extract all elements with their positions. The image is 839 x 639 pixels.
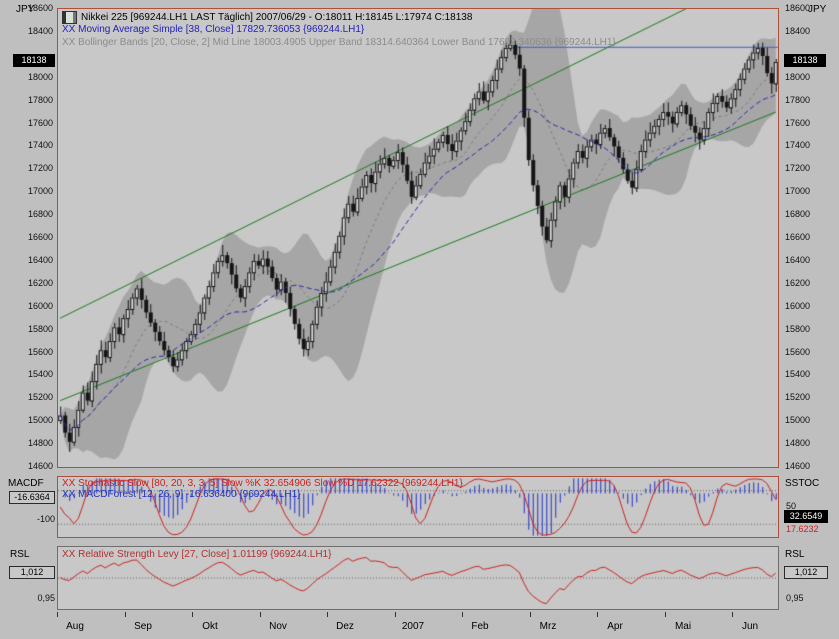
- rsl-indicator-label[interactable]: XX Relative Strength Levy [27, Close] 1.…: [62, 549, 332, 560]
- x-axis-label: 2007: [401, 621, 425, 632]
- macdf-indicator-label[interactable]: XX MACDForest [12, 26, 9] -16.636400 {96…: [62, 489, 301, 500]
- x-axis: Aug Sep Okt Nov Dez 2007 Feb Mrz Apr Mai Jun: [57, 612, 779, 638]
- x-axis-tick: [597, 612, 598, 617]
- y-axis-label: 17000: [27, 186, 53, 196]
- sstoc-axis-unit: SSTOC: [785, 478, 820, 489]
- y-axis-label: 16800: [785, 209, 811, 219]
- price-left-axis: 18600 18400 18000 17800 17600 17400 17200 17000…: [0, 0, 56, 471]
- ma-indicator-label[interactable]: XX Moving Average Simple [38, Close] 178…: [62, 24, 365, 35]
- x-axis-tick: [57, 612, 58, 617]
- chart-title: Nikkei 225 [969244.LH1 LAST Täglich] 200…: [81, 12, 473, 23]
- rsl-axis-unit-right: RSL: [785, 549, 805, 560]
- price-right-axis: 18600 18400 18000 17800 17600 17400 17200 17000…: [783, 0, 839, 471]
- x-axis-label: Aug: [66, 621, 84, 632]
- x-axis-tick: [732, 612, 733, 617]
- rsl-tick-low-right: 0,95: [786, 593, 804, 603]
- x-axis-label: Apr: [607, 621, 623, 632]
- y-axis-label: 18400: [27, 26, 53, 36]
- y-axis-label: 17600: [785, 118, 811, 128]
- last-price-box-left: 18138: [13, 54, 55, 67]
- y-axis-label: 15600: [785, 347, 811, 357]
- y-axis-label: 17800: [27, 95, 53, 105]
- x-axis-tick: [260, 612, 261, 617]
- x-axis-tick: [530, 612, 531, 617]
- macdf-axis-unit: MACDF: [8, 478, 44, 489]
- rsl-axis-unit-left: RSL: [10, 549, 30, 560]
- y-axis-label: 18600: [27, 3, 53, 13]
- last-price-box-right: 18138: [784, 54, 826, 67]
- stochastic-chart-canvas[interactable]: [58, 477, 778, 537]
- price-chart-canvas[interactable]: [58, 9, 778, 467]
- y-axis-label: 18000: [27, 72, 53, 82]
- bollinger-indicator-label[interactable]: XX Bollinger Bands [20, Close, 2] Mid Li…: [62, 37, 616, 48]
- x-axis-tick: [665, 612, 666, 617]
- x-axis-label: Mrz: [539, 621, 557, 632]
- chart-title-row: Nikkei 225 [969244.LH1 LAST Täglich] 200…: [62, 11, 472, 24]
- y-axis-label: 15000: [27, 415, 53, 425]
- price-panel: Nikkei 225 [969244.LH1 LAST Täglich] 200…: [57, 8, 779, 468]
- y-axis-label: 18000: [785, 72, 811, 82]
- y-axis-label: 14800: [27, 438, 53, 448]
- macdf-tick-low: -100: [36, 514, 55, 524]
- sstoc-current-box: 32.6549: [784, 510, 828, 523]
- sstoc-slow-d-value: 17.6232: [786, 524, 819, 534]
- y-axis-label: 17200: [27, 163, 53, 173]
- y-axis-label: 17800: [785, 95, 811, 105]
- y-axis-label: 16200: [27, 278, 53, 288]
- x-axis-tick: [395, 612, 396, 617]
- y-axis-label: 15200: [785, 392, 811, 402]
- y-axis-label: 17000: [785, 186, 811, 196]
- x-axis-label: Mai: [674, 621, 692, 632]
- rsl-current-box-right: 1,012: [784, 566, 828, 579]
- rsl-tick-low-left: 0,95: [37, 593, 55, 603]
- x-axis-label: Okt: [202, 621, 218, 632]
- stochastic-panel: XX Stochastic Slow [80, 20, 3, 3, 5] Slo…: [57, 476, 779, 538]
- sstoc-tick-50: 50: [786, 501, 797, 511]
- y-axis-label: 18600: [785, 3, 811, 13]
- x-axis-tick: [125, 612, 126, 617]
- y-axis-label: 14600: [27, 461, 53, 471]
- instrument-icon: [62, 11, 77, 24]
- stochastic-indicator-label[interactable]: XX Stochastic Slow [80, 20, 3, 3, 5] Slo…: [62, 478, 463, 489]
- y-axis-label: 16400: [27, 255, 53, 265]
- y-axis-label: 18400: [785, 26, 811, 36]
- y-axis-label: 15600: [27, 347, 53, 357]
- y-axis-label: 17400: [785, 140, 811, 150]
- price-unit-left: JPY: [16, 4, 35, 15]
- y-axis-label: 14800: [785, 438, 811, 448]
- y-axis-label: 17400: [27, 140, 53, 150]
- y-axis-label: 16600: [27, 232, 53, 242]
- y-axis-label: 15800: [27, 324, 53, 334]
- y-axis-label: 17600: [27, 118, 53, 128]
- y-axis-label: 16000: [785, 301, 811, 311]
- y-axis-label: 16800: [27, 209, 53, 219]
- y-axis-label: 16000: [27, 301, 53, 311]
- y-axis-label: 16200: [785, 278, 811, 288]
- y-axis-label: 15800: [785, 324, 811, 334]
- rsl-chart-canvas[interactable]: [58, 547, 778, 609]
- y-axis-label: 15200: [27, 392, 53, 402]
- x-axis-label: Sep: [134, 621, 152, 632]
- macdf-current-box: -16.6364: [9, 491, 55, 504]
- x-axis-label: Jun: [741, 621, 759, 632]
- y-axis-label: 15000: [785, 415, 811, 425]
- y-axis-label: 15400: [785, 369, 811, 379]
- y-axis-label: 16600: [785, 232, 811, 242]
- x-axis-label: Feb: [471, 621, 489, 632]
- y-axis-label: 17200: [785, 163, 811, 173]
- x-axis-tick: [462, 612, 463, 617]
- price-unit-right: JPY: [808, 4, 827, 15]
- x-axis-tick: [327, 612, 328, 617]
- x-axis-tick: [192, 612, 193, 617]
- rsl-current-box-left: 1,012: [9, 566, 55, 579]
- y-axis-label: 15400: [27, 369, 53, 379]
- rsl-panel: XX Relative Strength Levy [27, Close] 1.…: [57, 546, 779, 610]
- y-axis-label: 14600: [785, 461, 811, 471]
- y-axis-label: 16400: [785, 255, 811, 265]
- x-axis-label: Nov: [269, 621, 287, 632]
- x-axis-label: Dez: [336, 621, 354, 632]
